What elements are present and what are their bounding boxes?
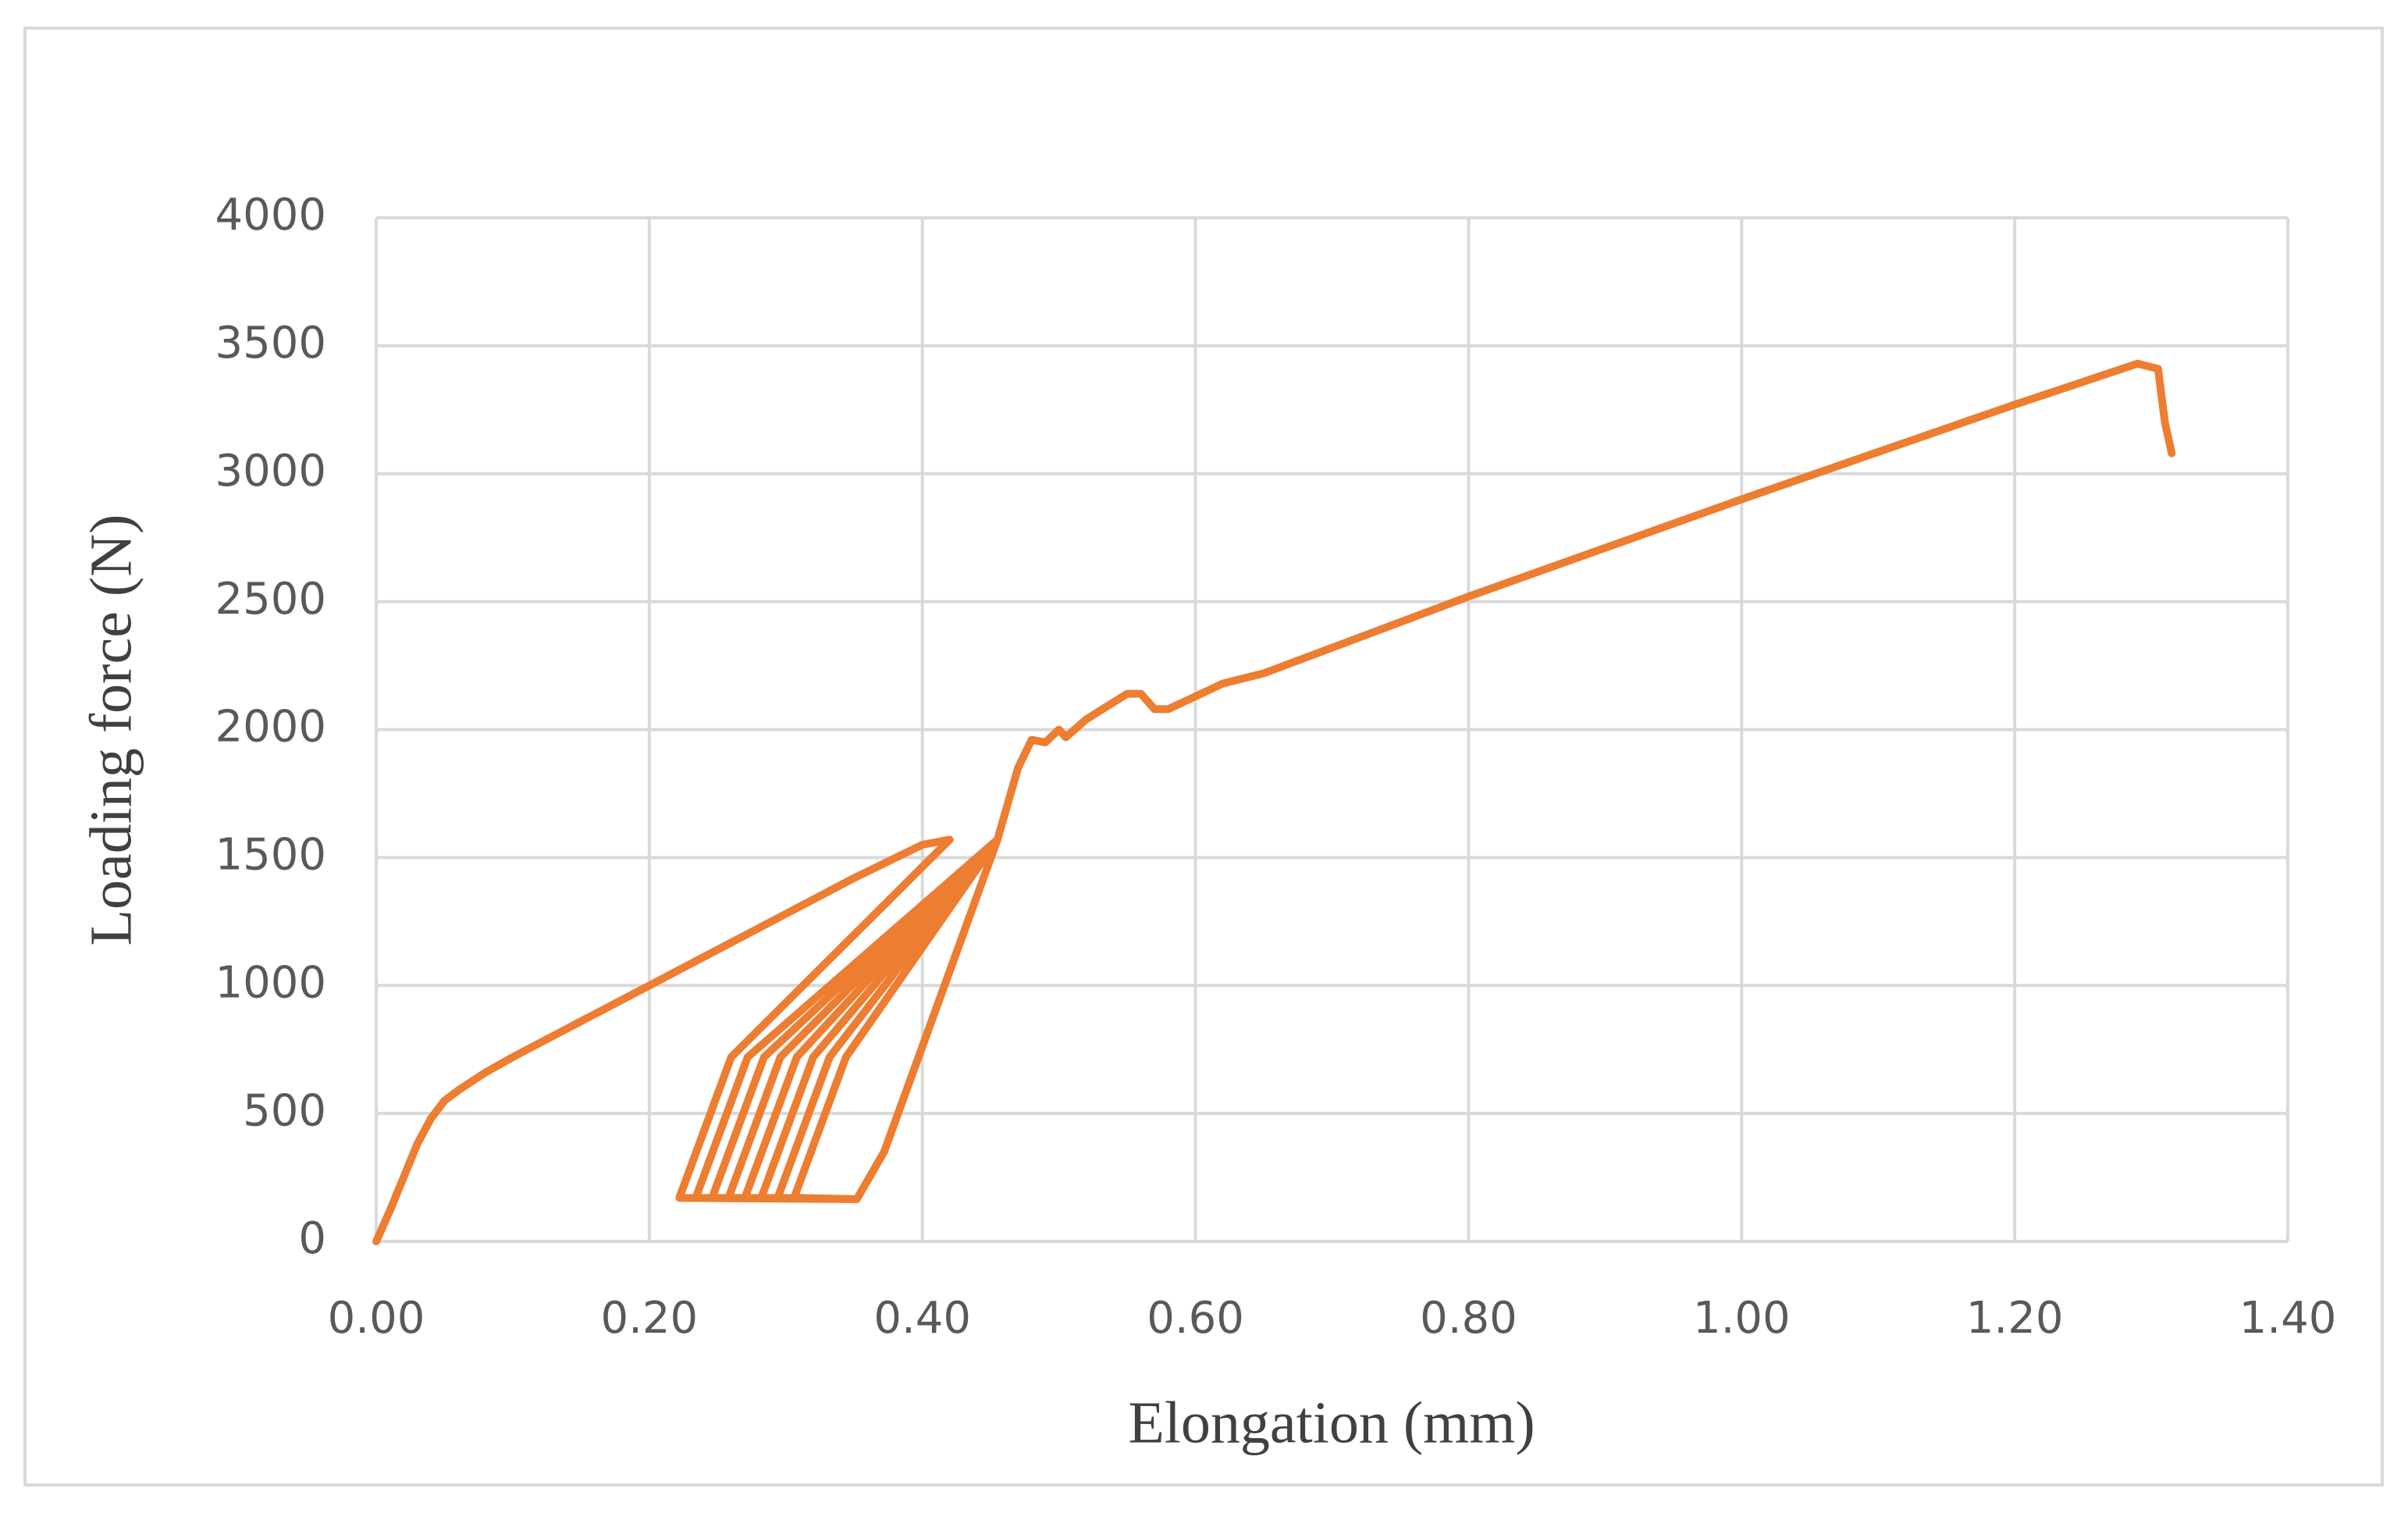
y-tick-label: 3000 xyxy=(215,446,326,497)
x-tick-label: 0.40 xyxy=(873,1293,971,1344)
x-tick-label: 0.00 xyxy=(328,1293,425,1344)
x-tick-label: 0.20 xyxy=(601,1293,699,1344)
x-axis-title: Elongation (mm) xyxy=(1128,1390,1535,1455)
x-tick-label: 1.20 xyxy=(1966,1293,2064,1344)
chart-border xyxy=(23,27,2384,1487)
y-tick-label: 0 xyxy=(298,1213,326,1264)
y-tick-label: 4000 xyxy=(215,190,326,240)
x-tick-label: 1.40 xyxy=(2239,1293,2337,1344)
x-tick-label: 0.60 xyxy=(1147,1293,1244,1344)
y-axis-title: Loading force (N) xyxy=(78,515,144,946)
y-tick-label: 3500 xyxy=(215,318,326,369)
x-tick-label: 1.00 xyxy=(1693,1293,1791,1344)
y-tick-label: 1000 xyxy=(215,957,326,1008)
y-tick-label: 1500 xyxy=(215,830,326,881)
y-tick-label: 2500 xyxy=(215,574,326,625)
x-tick-label: 0.80 xyxy=(1420,1293,1517,1344)
data-line xyxy=(372,359,2176,1245)
y-tick-label: 2000 xyxy=(215,702,326,753)
y-tick-label: 500 xyxy=(243,1085,326,1136)
